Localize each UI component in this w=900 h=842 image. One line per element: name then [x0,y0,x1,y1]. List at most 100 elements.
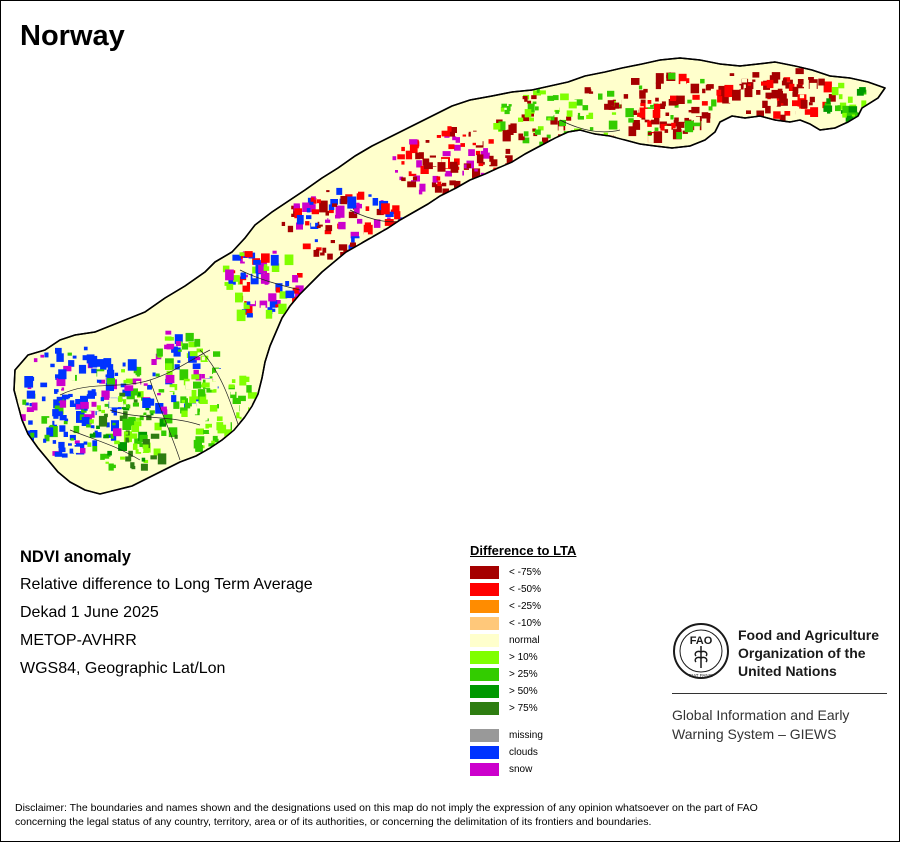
raster-cell [137,362,142,367]
raster-cell [295,198,303,204]
raster-cell [161,430,167,436]
raster-cell [121,369,125,373]
raster-cell [563,134,571,139]
raster-cell [585,138,592,144]
raster-cell [859,87,866,93]
raster-cell [143,383,148,386]
raster-cell [818,78,825,86]
raster-cell [152,372,156,377]
raster-cell [481,187,491,197]
legend-swatch [470,746,499,759]
raster-cell [373,239,380,244]
raster-cell [96,405,101,410]
raster-cell [113,428,122,437]
raster-cell [158,362,164,369]
raster-cell [184,402,192,413]
raster-cell [194,338,201,347]
legend-swatch [470,729,499,742]
raster-cell [278,303,287,314]
raster-cell [582,105,589,111]
raster-cell [112,422,116,426]
raster-cell [171,330,178,338]
raster-cell [844,128,852,137]
legend-label: missing [509,730,543,741]
legend-swatch [470,583,499,596]
raster-cell [225,269,234,281]
fao-divider [672,693,887,694]
legend: Difference to LTA < -75% < -50% < -25% < -1… [470,543,576,778]
raster-cell [717,91,726,103]
raster-cell [195,356,201,361]
raster-cell [496,157,504,167]
raster-cell [238,386,243,389]
raster-cell [828,94,836,102]
raster-cell [75,399,81,405]
raster-cell [523,131,529,137]
raster-cell [664,129,669,133]
raster-cell [722,92,731,104]
raster-cell [68,393,73,397]
raster-cell [611,112,617,115]
raster-cell [495,137,503,143]
raster-cell [862,113,866,119]
raster-cell [507,122,511,125]
raster-cell [44,434,50,442]
raster-cell [852,127,858,134]
raster-cell [432,175,439,183]
raster-cell [216,416,223,422]
raster-cell [142,444,149,449]
raster-cell [165,330,172,335]
raster-cell [574,144,579,150]
raster-cell [232,423,241,435]
legend-label: < -25% [509,601,541,612]
raster-cell [89,419,94,424]
raster-cell [165,363,173,370]
raster-cell [235,292,243,303]
raster-cell [307,204,316,213]
raster-cell [125,431,129,435]
raster-cell [558,126,564,131]
raster-cell [54,419,60,425]
raster-cell [242,280,247,286]
raster-cell [204,373,210,379]
raster-cell [791,67,799,76]
raster-cell [201,356,205,361]
raster-cell [65,371,74,381]
raster-cell [297,273,303,278]
raster-cell [20,414,26,421]
raster-cell [149,410,155,414]
raster-cell [89,432,96,438]
raster-cell [119,411,128,421]
raster-cell [711,99,717,107]
raster-cell [287,225,294,233]
map-period: Dekad 1 June 2025 [20,604,159,621]
raster-cell [536,88,540,93]
raster-cell [190,432,199,438]
raster-cell [316,225,321,229]
raster-cell [250,273,259,285]
raster-cell [15,412,20,417]
raster-cell [640,99,646,104]
raster-cell [515,94,522,100]
raster-cell [442,151,451,157]
raster-cell [843,127,848,130]
raster-cell [311,222,316,227]
raster-cell [579,91,584,97]
raster-cell [344,234,354,245]
raster-cell [67,352,72,356]
raster-cell [270,254,279,266]
raster-cell [148,452,154,457]
raster-cell [354,238,362,248]
raster-cell [68,360,75,367]
raster-cell [623,94,629,99]
raster-cell [792,86,799,93]
legend-swatch [470,600,499,613]
raster-cell [671,122,676,129]
raster-cell [228,277,236,285]
raster-cell [411,168,417,174]
raster-cell [779,93,787,104]
raster-cell [251,437,259,444]
raster-cell [718,85,726,97]
raster-cell [285,290,295,299]
raster-cell [22,399,27,405]
